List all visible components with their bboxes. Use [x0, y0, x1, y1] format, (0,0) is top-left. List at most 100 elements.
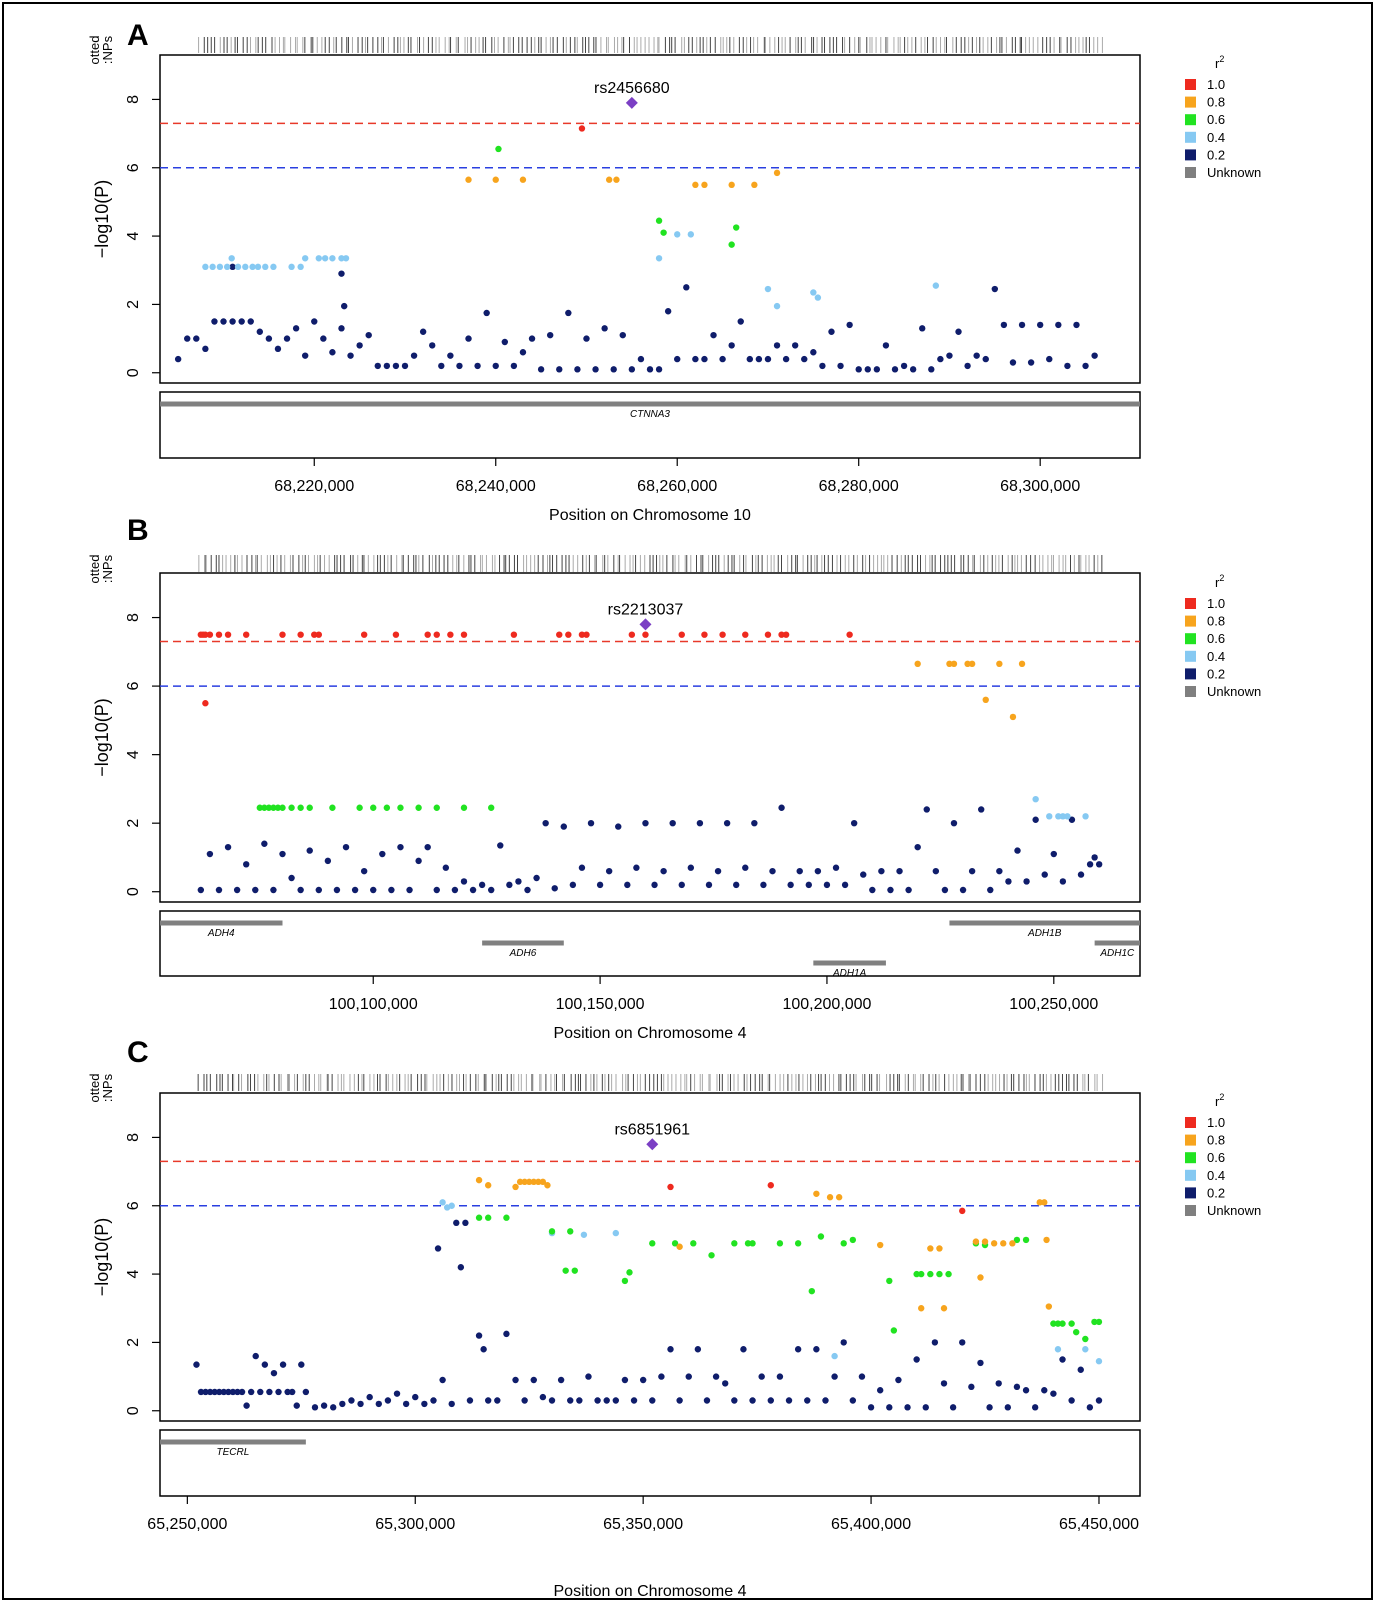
legend-label: 0.8: [1207, 95, 1225, 110]
snp-point: [723, 819, 731, 827]
legend-label: 0.4: [1207, 649, 1225, 664]
snp-point: [311, 631, 318, 638]
snp-point: [986, 1404, 993, 1411]
snp-point: [895, 1376, 902, 1384]
y-tick-label: 2: [125, 1338, 142, 1347]
snp-point: [655, 217, 663, 224]
snp-point: [968, 867, 976, 875]
series-r2-0-6: [495, 145, 740, 248]
snp-point: [215, 886, 223, 894]
legend-swatch: [1185, 1117, 1196, 1128]
snp-point: [460, 804, 468, 811]
snp-point: [1095, 1318, 1103, 1326]
snp-point: [610, 366, 617, 373]
x-tick-label: 100,150,000: [556, 996, 645, 1013]
snp-point: [878, 867, 885, 875]
snp-point: [612, 1229, 620, 1237]
snp-point: [206, 1388, 214, 1396]
snp-point: [919, 325, 926, 332]
snp-point: [692, 355, 699, 363]
snp-point: [940, 1305, 948, 1312]
legend-swatch: [1185, 79, 1196, 90]
snp-point: [370, 804, 377, 811]
snp-point: [719, 631, 726, 638]
snp-point: [1055, 813, 1062, 820]
legend-swatch: [1185, 615, 1196, 627]
snp-point: [918, 1305, 925, 1312]
series-r2-0-4: [439, 1199, 1103, 1365]
snp-point: [740, 1346, 747, 1353]
snp-point: [676, 1397, 683, 1404]
snp-point: [982, 696, 989, 704]
snp-point: [594, 1397, 601, 1404]
snp-point: [556, 366, 563, 373]
panel-label: C: [127, 1036, 149, 1069]
snp-point: [270, 1369, 278, 1377]
snp-point: [484, 1182, 492, 1189]
snp-point: [243, 861, 250, 868]
snp-point: [234, 1388, 241, 1396]
snp-point: [977, 1274, 984, 1281]
legend-label: 0.8: [1207, 614, 1225, 629]
snp-point: [973, 352, 980, 359]
snp-point: [329, 804, 336, 811]
snp-point: [360, 867, 368, 875]
snp-point: [544, 1182, 551, 1189]
x-axis-label: Position on Chromosome 4: [554, 1583, 747, 1600]
snp-point: [412, 1393, 419, 1401]
snp-point: [357, 1400, 364, 1408]
legend-label: 1.0: [1207, 596, 1225, 611]
snp-point: [451, 886, 459, 894]
snp-point: [1004, 1404, 1012, 1411]
snp-point: [288, 263, 295, 271]
snp-point: [483, 309, 490, 317]
snp-point: [1023, 878, 1030, 885]
lead-snp-marker: [625, 96, 638, 109]
snp-point: [429, 342, 436, 349]
series-r2-0-2: [197, 804, 1103, 894]
snp-point: [383, 804, 391, 811]
series-r2-0-6: [256, 804, 495, 811]
snp-point: [329, 255, 336, 262]
snp-point: [465, 335, 472, 342]
snp-point: [683, 284, 690, 291]
snp-point: [293, 1402, 300, 1409]
snp-point: [977, 1359, 984, 1367]
snp-point: [596, 881, 604, 889]
snp-point: [996, 867, 1003, 875]
snp-point: [1000, 1240, 1007, 1247]
snp-point: [685, 1373, 692, 1380]
series-r2-0-6: [475, 1214, 1103, 1343]
snp-point: [1046, 355, 1053, 363]
snp-point: [256, 328, 264, 335]
snp-point: [955, 328, 962, 335]
gene-label: ADH1C: [1099, 948, 1135, 959]
legend-swatch: [1185, 114, 1196, 126]
snp-point: [755, 355, 763, 363]
snp-point: [557, 1376, 565, 1384]
snp-point: [1022, 1236, 1030, 1244]
snp-point: [959, 1207, 966, 1215]
snp-point: [348, 1397, 355, 1404]
snp-point: [297, 886, 304, 894]
snp-point: [392, 631, 400, 638]
snp-point: [262, 263, 269, 271]
snp-point: [415, 857, 422, 865]
snp-point: [356, 342, 363, 349]
snp-point: [516, 1178, 524, 1186]
snp-point: [831, 1373, 838, 1380]
snp-point: [628, 631, 636, 638]
snp-point: [315, 631, 322, 638]
snp-point: [574, 366, 581, 373]
y-tick-label: 2: [125, 819, 142, 828]
snp-point: [936, 1245, 943, 1252]
x-tick-label: 68,260,000: [637, 478, 717, 495]
snp-point: [320, 1402, 328, 1409]
snp-point: [890, 1327, 898, 1334]
snp-point: [776, 1373, 784, 1380]
legend-label: Unknown: [1207, 165, 1261, 180]
snp-point: [447, 631, 454, 638]
snp-point: [480, 1346, 487, 1353]
legend-swatch: [1185, 1152, 1196, 1164]
snp-point: [846, 321, 853, 329]
